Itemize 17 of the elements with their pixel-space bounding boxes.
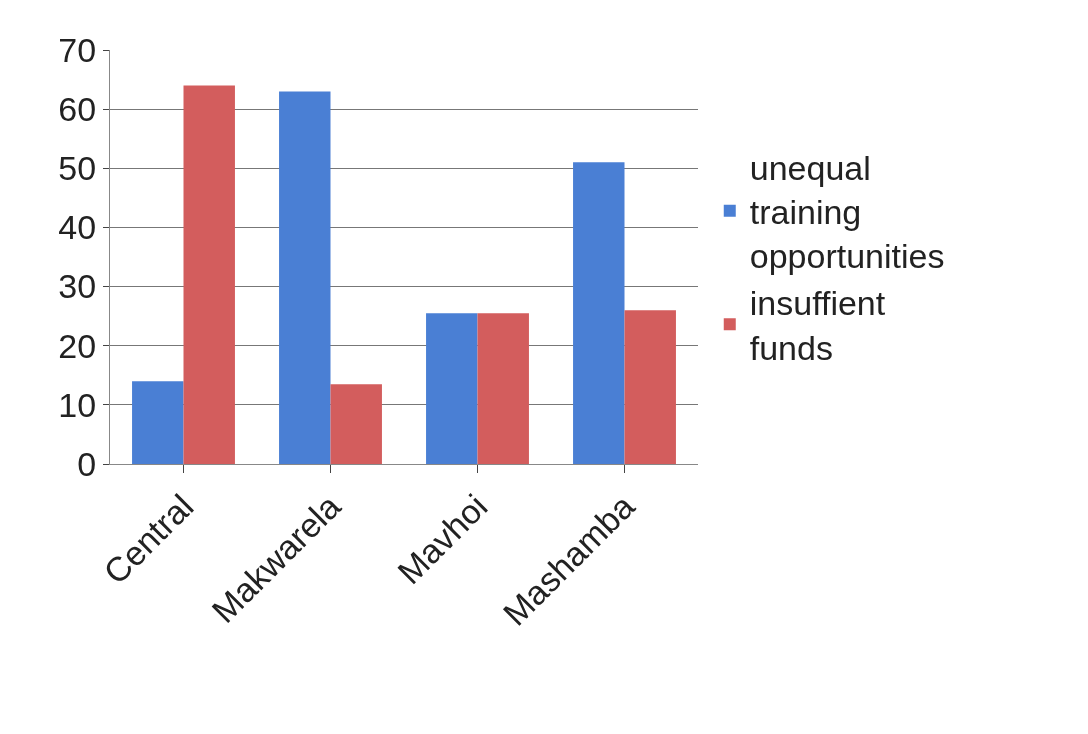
y-tick-label: 50 (58, 149, 97, 188)
bar (426, 313, 478, 464)
y-tick-label: 70 (58, 30, 97, 69)
bar (573, 162, 625, 464)
bar (132, 381, 184, 464)
y-tick-label: 40 (58, 208, 97, 247)
legend-label: insuffient funds (749, 284, 886, 367)
bar (183, 85, 235, 464)
bar (279, 91, 331, 464)
y-tick-label: 20 (58, 326, 97, 365)
y-tick-label: 60 (58, 90, 97, 129)
bar (477, 313, 529, 464)
y-tick-label: 10 (58, 385, 97, 424)
y-tick-label: 0 (77, 444, 97, 483)
bar (330, 384, 382, 464)
y-tick-label: 30 (58, 267, 97, 306)
bar (624, 310, 676, 464)
